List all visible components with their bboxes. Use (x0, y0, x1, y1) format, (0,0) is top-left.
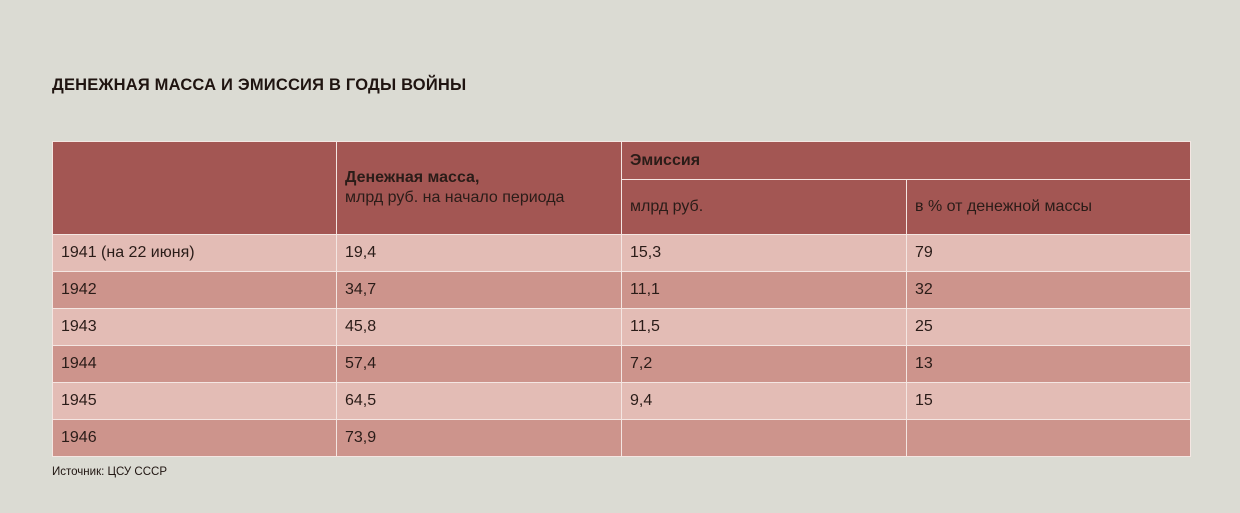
emission-pct-cell: 13 (906, 345, 1191, 383)
header-year-cell (52, 141, 337, 235)
header-money-supply-unit: млрд руб. на начало периода (345, 189, 565, 206)
table-row: 1945 64,5 9,4 15 (52, 382, 1191, 420)
emission-pct-cell (906, 419, 1191, 457)
money-supply-cell: 64,5 (336, 382, 622, 420)
emission-cell: 11,1 (621, 271, 907, 309)
money-supply-cell: 45,8 (336, 308, 622, 346)
emission-pct-cell: 15 (906, 382, 1191, 420)
table-row: 1946 73,9 (52, 419, 1191, 457)
header-money-supply-title: Денежная масса, (345, 169, 480, 186)
emission-cell: 7,2 (621, 345, 907, 383)
table-row: 1944 57,4 7,2 13 (52, 345, 1191, 383)
emission-cell: 15,3 (621, 234, 907, 272)
year-cell: 1944 (52, 345, 337, 383)
header-emission: Эмиссия (621, 141, 1191, 180)
emission-cell (621, 419, 907, 457)
year-cell: 1946 (52, 419, 337, 457)
money-supply-cell: 19,4 (336, 234, 622, 272)
source-note: Источник: ЦСУ СССР (52, 466, 167, 478)
emission-cell: 11,5 (621, 308, 907, 346)
year-cell: 1943 (52, 308, 337, 346)
page-title: ДЕНЕЖНАЯ МАССА И ЭМИССИЯ В ГОДЫ ВОЙНЫ (52, 76, 467, 94)
header-emission-title: Эмиссия (630, 151, 701, 169)
year-cell: 1941 (на 22 июня) (52, 234, 337, 272)
emission-pct-cell: 25 (906, 308, 1191, 346)
table-row: 1942 34,7 11,1 32 (52, 271, 1191, 309)
money-supply-cell: 57,4 (336, 345, 622, 383)
table-row: 1941 (на 22 июня) 19,4 15,3 79 (52, 234, 1191, 272)
money-supply-cell: 34,7 (336, 271, 622, 309)
emission-cell: 9,4 (621, 382, 907, 420)
header-money-supply: Денежная масса, млрд руб. на начало пери… (336, 141, 622, 235)
money-supply-table: Денежная масса, млрд руб. на начало пери… (52, 141, 1191, 457)
header-emission-bn: млрд руб. (621, 179, 907, 235)
money-supply-cell: 73,9 (336, 419, 622, 457)
emission-pct-cell: 79 (906, 234, 1191, 272)
header-emission-pct: в % от денежной массы (906, 179, 1191, 235)
emission-pct-cell: 32 (906, 271, 1191, 309)
table-row: 1943 45,8 11,5 25 (52, 308, 1191, 346)
year-cell: 1945 (52, 382, 337, 420)
year-cell: 1942 (52, 271, 337, 309)
